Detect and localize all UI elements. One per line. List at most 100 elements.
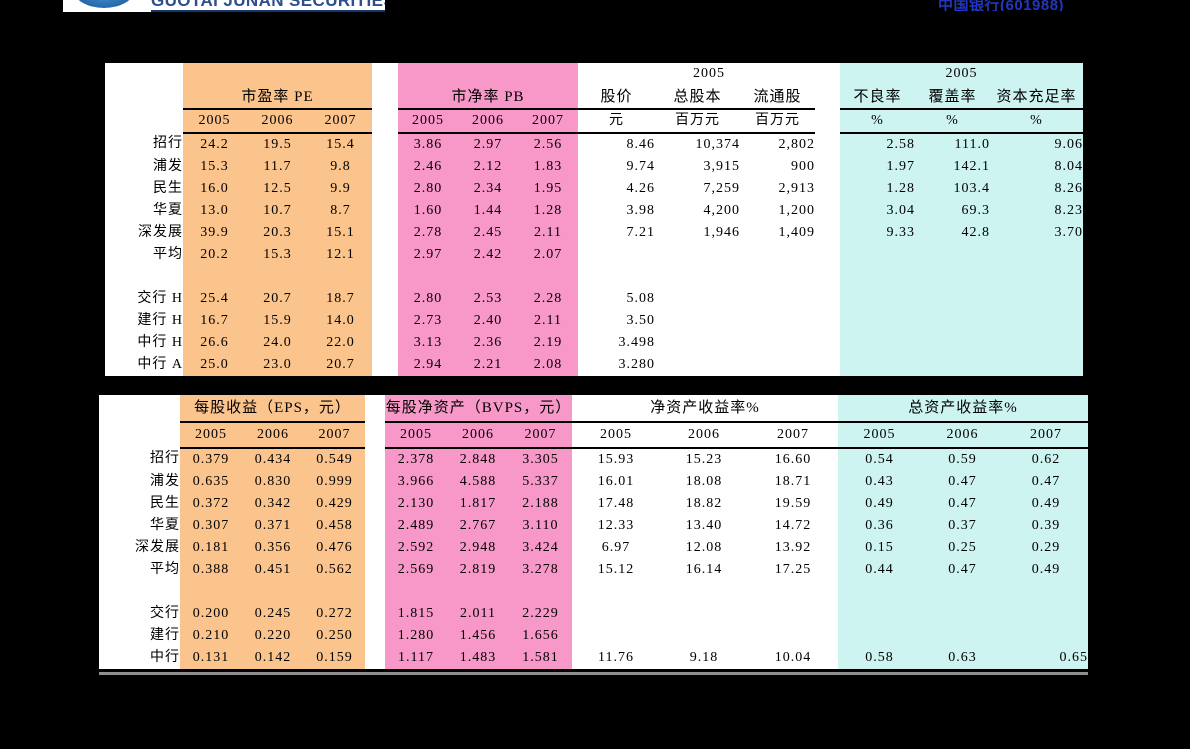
unit-header: 元 [578, 108, 655, 134]
logo-underline [151, 10, 385, 12]
table-cell: 0.388 [180, 558, 242, 581]
table-cell: 2.36 [458, 331, 518, 354]
spacer-cell [105, 61, 183, 86]
valuation-table: 2005 2005 市盈率 PE 市净率 PB 股价 总股本 流通股 不良率 覆… [105, 60, 1084, 379]
table-cell: 1.44 [458, 199, 518, 222]
table-cell: 2.42 [458, 243, 518, 266]
table-cell: 交行 [99, 602, 180, 625]
table-cell: 0.63 [921, 646, 1005, 670]
col-header: 股价 [578, 85, 655, 110]
table-cell: 3.04 [840, 199, 915, 222]
table-cell: 1.817 [447, 492, 510, 515]
table-cell: 2.767 [447, 514, 510, 537]
table-cell: 18.7 [309, 287, 372, 310]
table-cell: 2.45 [458, 221, 518, 244]
guotai-junan-logo-icon [73, 0, 135, 8]
table-cell: 0.25 [921, 536, 1005, 559]
earnings-table: 每股收益（EPS，元） 每股净资产（BVPS，元） 净资产收益率% 总资产收益率… [99, 392, 1089, 672]
spacer-cell [365, 602, 386, 625]
table-row [105, 265, 1084, 288]
table-cell [990, 287, 1084, 310]
table-cell: 0.307 [180, 514, 242, 537]
table-cell [183, 265, 246, 288]
report-stock-title-wrap: 中国银行(601988) [938, 0, 1098, 11]
table-cell: 18.08 [660, 470, 749, 493]
table-cell: 7.21 [578, 221, 655, 244]
table-row: 民生 16.0 12.5 9.9 2.80 2.34 1.95 4.26 7,259 2,913 1… [105, 177, 1084, 200]
spacer-cell [105, 108, 183, 133]
spacer-cell [365, 393, 386, 422]
spacer-cell [372, 265, 398, 288]
spacer-cell [815, 353, 840, 377]
table-cell: 0.549 [304, 447, 366, 471]
year-header: 2006 [246, 108, 309, 134]
spacer-cell [815, 265, 840, 288]
table-cell: 15.3 [183, 155, 246, 178]
year-header: 2006 [458, 108, 518, 134]
table-cell: 14.0 [309, 309, 372, 332]
table-cell: 2.130 [385, 492, 448, 515]
table-cell: 24.2 [183, 132, 246, 156]
table-cell: 0.142 [242, 646, 304, 670]
table-cell: 2,913 [740, 177, 815, 200]
valuation-table-header: 2005 2005 市盈率 PE 市净率 PB 股价 总股本 流通股 不良率 覆… [105, 61, 1084, 134]
table-cell: 900 [740, 155, 815, 178]
table-cell [180, 580, 242, 603]
table-cell: 2.58 [840, 132, 915, 156]
col-header: 不良率 [840, 85, 915, 110]
unit-header: % [915, 108, 990, 134]
table-cell: 3.110 [509, 514, 573, 537]
table-cell: 19.5 [246, 132, 309, 156]
valuation-table-body: 招行 24.2 19.5 15.4 3.86 2.97 2.56 8.46 10,374 2,80… [105, 132, 1084, 377]
table-cell: 0.65 [1004, 646, 1089, 670]
table-cell: 22.0 [309, 331, 372, 354]
table-cell: 招行 [105, 132, 183, 156]
spacer-cell [372, 155, 398, 178]
table-cell: 5.337 [509, 470, 573, 493]
header-row-years: 2005 2006 2007 2005 2006 2007 2005 2006 … [99, 421, 1089, 449]
spacer-cell [372, 108, 398, 133]
table-cell: 1.815 [385, 602, 448, 625]
table-cell: 3.280 [578, 353, 655, 377]
table-cell: 中行 [99, 646, 180, 670]
spacer-cell [815, 85, 840, 109]
table-row: 中行 A 25.0 23.0 20.7 2.94 2.21 2.08 3.280 [105, 353, 1084, 377]
table-cell: 0.62 [1004, 447, 1089, 471]
bvps-title: 每股净资产（BVPS，元） [385, 393, 573, 423]
year-header: 2005 [180, 421, 242, 449]
table-cell: 13.0 [183, 199, 246, 222]
col-header: 资本充足率 [990, 85, 1084, 110]
spacer-cell [815, 221, 840, 244]
table-row: 中行 H 26.6 24.0 22.0 3.13 2.36 2.19 3.498 [105, 331, 1084, 354]
spacer-cell [365, 624, 386, 647]
table-cell: 2,802 [740, 132, 815, 156]
table-cell: 1.28 [518, 199, 578, 222]
table-cell: 1.83 [518, 155, 578, 178]
table-cell: 0.36 [838, 514, 922, 537]
table-cell: 3.305 [509, 447, 573, 471]
table-cell [398, 265, 458, 288]
table-cell [660, 602, 749, 625]
table-cell [740, 309, 815, 332]
table-cell [304, 580, 366, 603]
table-cell: 1.280 [385, 624, 448, 647]
earnings-table-body: 招行 0.379 0.434 0.549 2.378 2.848 3.305 15.93 15.… [99, 447, 1089, 670]
table-cell: 69.3 [915, 199, 990, 222]
table-cell: 16.14 [660, 558, 749, 581]
table-cell [518, 265, 578, 288]
table-cell: 0.220 [242, 624, 304, 647]
header-row-year: 2005 2005 [105, 61, 1084, 86]
spacer-cell [372, 331, 398, 354]
table-cell: 8.23 [990, 199, 1084, 222]
table-cell: 26.6 [183, 331, 246, 354]
table-cell: 1.483 [447, 646, 510, 670]
year-header: 2007 [509, 421, 573, 449]
table-cell: 0.37 [921, 514, 1005, 537]
table-row: 交行 0.200 0.245 0.272 1.815 2.011 2.229 [99, 602, 1089, 625]
table-cell: 9.06 [990, 132, 1084, 156]
table-cell: 8.7 [309, 199, 372, 222]
table-cell: 0.200 [180, 602, 242, 625]
table-row: 招行 24.2 19.5 15.4 3.86 2.97 2.56 8.46 10,374 2,80… [105, 132, 1084, 156]
table-row: 华夏 0.307 0.371 0.458 2.489 2.767 3.110 12.33 13.… [99, 514, 1089, 537]
table-cell: 3.966 [385, 470, 448, 493]
